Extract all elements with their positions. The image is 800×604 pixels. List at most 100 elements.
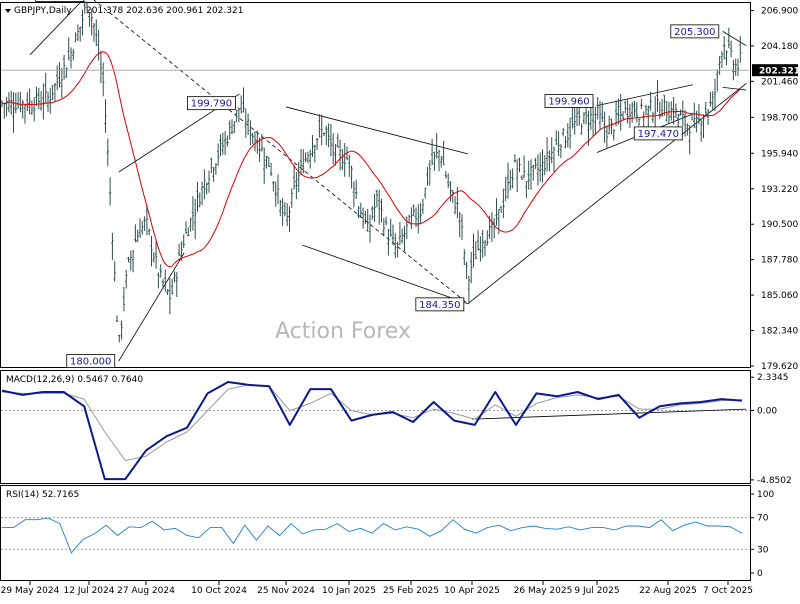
price-bar xyxy=(594,106,597,135)
price-bar xyxy=(407,214,411,224)
price-bar xyxy=(352,181,356,208)
price-bar xyxy=(233,121,236,134)
price-bar xyxy=(601,102,604,123)
price-tick-label: 198.700 xyxy=(761,113,798,123)
price-bar xyxy=(417,203,420,234)
price-tick-label: 182.340 xyxy=(761,327,798,337)
price-bar xyxy=(644,104,648,116)
price-bar xyxy=(251,132,254,145)
price-bar xyxy=(435,133,438,159)
price-bar xyxy=(424,187,427,199)
price-tick-label: 179.620 xyxy=(761,362,798,372)
price-bar xyxy=(35,86,38,106)
price-bar xyxy=(548,150,551,172)
price-tick-label: 204.180 xyxy=(761,42,798,52)
price-bar xyxy=(207,170,211,193)
price-bar xyxy=(95,19,98,47)
price-bar xyxy=(637,118,641,126)
price-bar xyxy=(138,218,142,238)
price-bar xyxy=(557,131,560,157)
price-bar xyxy=(642,111,645,129)
price-bar xyxy=(506,162,510,199)
price-bar xyxy=(171,278,174,295)
price-bar xyxy=(214,162,218,175)
price-bar xyxy=(286,203,289,227)
price-bar xyxy=(265,156,268,169)
price-bar xyxy=(276,174,280,205)
price-bar xyxy=(67,37,70,61)
price-bar xyxy=(361,207,365,229)
price-bar xyxy=(53,83,57,103)
price-bar xyxy=(154,241,158,269)
price-bar xyxy=(716,69,719,92)
price-bar xyxy=(272,180,275,192)
price-bar xyxy=(403,225,406,252)
price-annotation-box xyxy=(415,297,465,312)
price-bar xyxy=(398,222,402,246)
price-bar xyxy=(656,80,659,112)
collapse-triangle-icon[interactable] xyxy=(5,9,11,13)
date-tick-label: 10 Apr 2025 xyxy=(444,586,500,596)
price-bar xyxy=(589,106,592,130)
price-bar xyxy=(194,199,197,240)
trendline xyxy=(93,0,469,305)
price-bar xyxy=(200,181,204,206)
price-bar xyxy=(102,62,105,97)
price-tick-label: 193.220 xyxy=(761,185,798,195)
price-bar xyxy=(253,131,257,152)
price-bar xyxy=(483,240,487,257)
price-bar xyxy=(426,166,429,186)
price-bar xyxy=(364,210,367,224)
price-bar xyxy=(159,264,162,278)
price-bar xyxy=(122,286,126,312)
price-bar xyxy=(16,91,20,110)
rsi-title: RSI(14) 52.7165 xyxy=(6,490,79,500)
price-bar xyxy=(327,123,330,148)
price-annotation-label: 180.000 xyxy=(70,357,111,368)
price-bar xyxy=(226,135,229,147)
price-bar xyxy=(198,192,201,208)
price-bar xyxy=(672,96,675,125)
price-annotation-box xyxy=(35,0,85,2)
price-bar xyxy=(463,249,466,266)
price-bar xyxy=(706,109,710,125)
price-bar xyxy=(545,137,549,172)
price-annotation-label: 184.350 xyxy=(419,300,460,311)
price-bar xyxy=(111,232,114,260)
rsi-panel-frame xyxy=(0,485,751,581)
price-bar xyxy=(49,87,52,114)
rsi-tick-label: 100 xyxy=(757,490,774,500)
price-bar xyxy=(182,234,185,249)
price-bars xyxy=(0,0,742,343)
price-bar xyxy=(223,131,227,155)
price-bar xyxy=(693,102,696,129)
price-bar xyxy=(739,36,742,63)
price-bar xyxy=(465,261,468,279)
price-bar xyxy=(709,92,712,107)
price-bar xyxy=(62,54,66,80)
price-bar xyxy=(504,177,507,202)
rsi-line: 100 70 30 0 xyxy=(1,490,774,579)
price-bar xyxy=(83,0,86,14)
price-bar xyxy=(539,152,542,182)
price-bar xyxy=(405,216,408,240)
price-bar xyxy=(46,91,50,112)
price-bar xyxy=(290,188,293,208)
price-bar xyxy=(591,102,595,136)
price-bar xyxy=(157,272,160,289)
price-bar xyxy=(297,161,300,193)
price-bar xyxy=(679,109,682,116)
price-bar xyxy=(51,85,54,101)
price-bar xyxy=(520,175,523,180)
price-bar xyxy=(341,148,344,171)
price-annotations: 208.090 180.000 199.790 184.350 199.960 197.4… xyxy=(35,0,720,368)
price-bar xyxy=(375,189,379,208)
price-bar xyxy=(568,117,572,149)
price-bar xyxy=(619,93,622,131)
trendline xyxy=(118,252,185,362)
price-bar xyxy=(476,230,480,251)
price-bar xyxy=(338,139,342,171)
price-bar xyxy=(306,151,310,164)
last-price-box xyxy=(752,64,798,77)
price-bar xyxy=(384,216,388,226)
